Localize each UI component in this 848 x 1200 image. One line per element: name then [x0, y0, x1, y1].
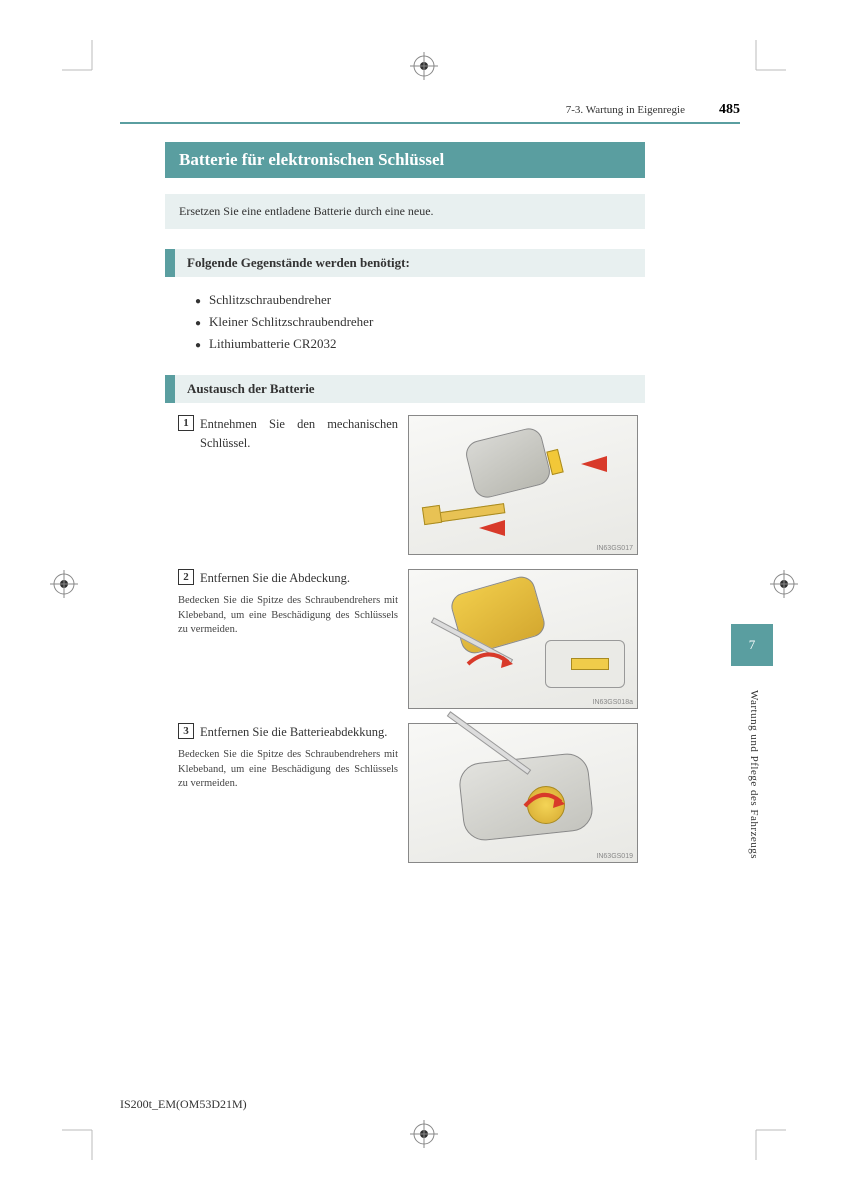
- step-row: 2 Entfernen Sie die Abdeckung. Bedecken …: [178, 569, 648, 709]
- chapter-tab: 7: [731, 624, 773, 666]
- image-code: IN63GS018a: [593, 699, 633, 706]
- step-text: Entfernen Sie die Batterieabdek­kung.: [200, 723, 398, 742]
- page-content: 7-3. Wartung in Eigenregie 485 Batterie …: [120, 100, 740, 877]
- page-number: 485: [719, 102, 740, 117]
- step-illustration: IN63GS017: [408, 415, 638, 555]
- subheading-procedure: Austausch der Batterie: [165, 375, 645, 403]
- required-items-list: Schlitzschraubendreher Kleiner Schlitzsc…: [195, 289, 740, 355]
- step-row: 1 Entnehmen Sie den mechanischen Schlüss…: [178, 415, 648, 555]
- step-illustration: IN63GS019: [408, 723, 638, 863]
- list-item: Schlitzschraubendreher: [195, 289, 740, 311]
- image-code: IN63GS019: [596, 853, 633, 860]
- step-text: Entfernen Sie die Abdeckung.: [200, 569, 398, 588]
- step-number: 3: [178, 723, 194, 739]
- step-text: Entnehmen Sie den mechanischen Schlüssel…: [200, 415, 398, 453]
- step-row: 3 Entfernen Sie die Batterieabdek­kung. …: [178, 723, 648, 863]
- step-note: Bedecken Sie die Spitze des Schrauben­dr…: [178, 748, 398, 792]
- step-number: 1: [178, 415, 194, 431]
- step-illustration: IN63GS018a: [408, 569, 638, 709]
- image-code: IN63GS017: [596, 545, 633, 552]
- intro-text: Ersetzen Sie eine entladene Batterie dur…: [165, 194, 645, 229]
- step-note: Bedecken Sie die Spitze des Schrauben­dr…: [178, 594, 398, 638]
- step-number: 2: [178, 569, 194, 585]
- reg-mark-icon: [50, 570, 78, 598]
- page-title: Batterie für elektronischen Schlüssel: [165, 142, 645, 178]
- section-reference: 7-3. Wartung in Eigenregie: [566, 104, 685, 116]
- document-code: IS200t_EM(OM53D21M): [120, 1097, 247, 1112]
- steps-container: 1 Entnehmen Sie den mechanischen Schlüss…: [178, 415, 648, 863]
- page-header: 7-3. Wartung in Eigenregie 485: [120, 100, 740, 124]
- reg-mark-icon: [410, 52, 438, 80]
- subheading-items: Folgende Gegenstände werden benötigt:: [165, 249, 645, 277]
- reg-mark-icon: [770, 570, 798, 598]
- list-item: Kleiner Schlitzschraubendreher: [195, 311, 740, 333]
- chapter-number: 7: [749, 637, 756, 653]
- reg-mark-icon: [410, 1120, 438, 1148]
- list-item: Lithiumbatterie CR2032: [195, 333, 740, 355]
- chapter-title-vertical: Wartung und Pflege des Fahrzeugs: [748, 690, 760, 859]
